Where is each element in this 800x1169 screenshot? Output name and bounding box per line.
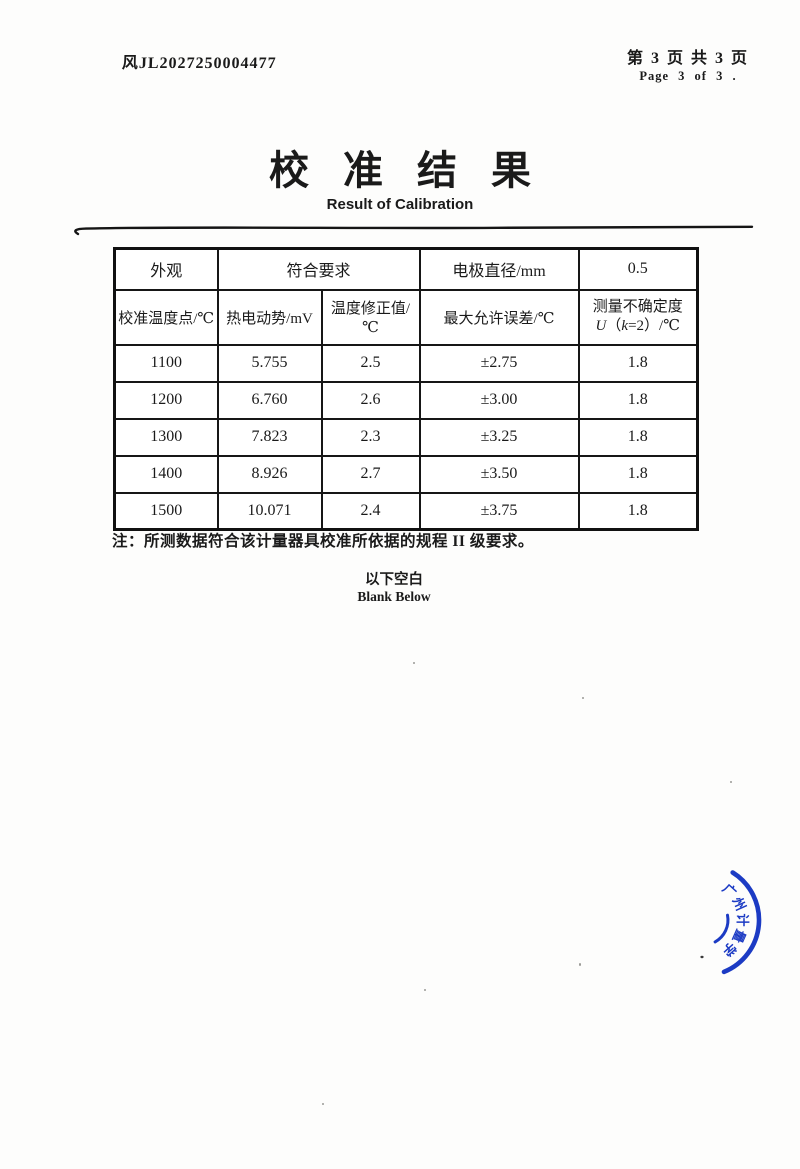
page-indicator-en: Page 3 of 3 . [639,69,737,83]
appearance-value: 符合要求 [216,247,421,291]
cell-mpe: ±3.00 [418,380,580,420]
seal-outer-arc [721,870,762,975]
page-subtitle: Result of Calibration [326,196,474,213]
ink-speck [700,955,704,959]
cell-emf: 8.926 [216,454,323,494]
uncertainty-line2: U（k=2）/℃ [595,318,680,334]
cell-mpe: ±3.50 [418,454,580,494]
seal-text: 广 州 计 量 学 [720,881,750,960]
cell-correction: 2.5 [320,343,421,383]
scan-speck [582,697,584,699]
calibration-result-table: 外观 符合要求 电极直径/mm 0.5 校准温度点/℃ 热电动势/mV 温度修正… [113,247,700,531]
cell-emf: 6.760 [216,380,323,420]
scan-speck [322,1103,324,1105]
cell-emf: 7.823 [216,417,323,457]
cell-correction: 2.6 [320,380,421,420]
cell-uncertainty: 1.8 [577,343,699,383]
svg-text:州: 州 [729,894,748,913]
cell-emf: 10.071 [216,491,323,531]
cell-uncertainty: 1.8 [577,454,699,494]
cell-uncertainty: 1.8 [577,380,699,420]
scan-speck [424,989,426,991]
cell-uncertainty: 1.8 [577,417,699,457]
cell-temperature: 1500 [113,491,219,531]
uncertainty-line1: 测量不确定度 [592,299,683,316]
appearance-label: 外观 [113,247,219,291]
table-row-summary: 外观 符合要求 电极直径/mm 0.5 [113,247,699,291]
page-indicator: 第 3 页 共 3 页 Page 3 of 3 . [593,44,783,84]
svg-text:学: 学 [720,939,740,959]
cell-uncertainty: 1.8 [577,491,699,531]
blank-below-en: Blank Below [357,589,431,604]
scan-speck [730,781,732,783]
scan-speck [579,963,581,966]
svg-text:量: 量 [730,927,749,945]
electrode-diameter-value: 0.5 [577,247,699,291]
table-row: 1500 10.071 2.4 ±3.75 1.8 [113,491,699,531]
cell-mpe: ±2.75 [418,343,580,383]
page-indicator-cn: 第 3 页 共 3 页 [626,50,749,67]
col-header-uncertainty: 测量不确定度 U（k=2）/℃ [577,288,699,346]
table-row: 1100 5.755 2.5 ±2.75 1.8 [113,343,699,383]
col-header-correction: 温度修正值/℃ [320,288,421,346]
cell-correction: 2.3 [320,417,421,457]
cell-correction: 2.7 [320,454,421,494]
col-header-mpe: 最大允许误差/℃ [418,288,580,346]
certificate-number: 风JL2027250004477 [121,55,277,72]
page-title: 校 准 结 果 [269,148,543,193]
col-header-emf: 热电动势/mV [216,288,323,346]
cell-temperature: 1300 [113,417,219,457]
table-row: 1300 7.823 2.3 ±3.25 1.8 [113,417,699,457]
electrode-diameter-label: 电极直径/mm [418,247,580,291]
table-header-row: 校准温度点/℃ 热电动势/mV 温度修正值/℃ 最大允许误差/℃ 测量不确定度 … [113,288,699,346]
table-note: 注：所测数据符合该计量器具校准所依据的规程 II 级要求。 [112,533,534,550]
divider-rule [74,225,754,236]
cell-correction: 2.4 [320,491,421,531]
seal-inner-arc [713,913,730,944]
table-row: 1200 6.760 2.6 ±3.00 1.8 [113,380,699,420]
blank-below-cn: 以下空白 [365,572,423,588]
seal-stamp: 广 州 计 量 学 [700,870,762,975]
cell-temperature: 1100 [113,343,219,383]
cell-mpe: ±3.75 [418,491,580,531]
scan-speck [413,662,415,664]
cell-mpe: ±3.25 [418,417,580,457]
table-row: 1400 8.926 2.7 ±3.50 1.8 [113,454,699,494]
cell-temperature: 1400 [113,454,219,494]
cell-emf: 5.755 [216,343,323,383]
col-header-temperature: 校准温度点/℃ [113,288,219,346]
cell-temperature: 1200 [113,380,219,420]
svg-text:计: 计 [735,913,750,926]
